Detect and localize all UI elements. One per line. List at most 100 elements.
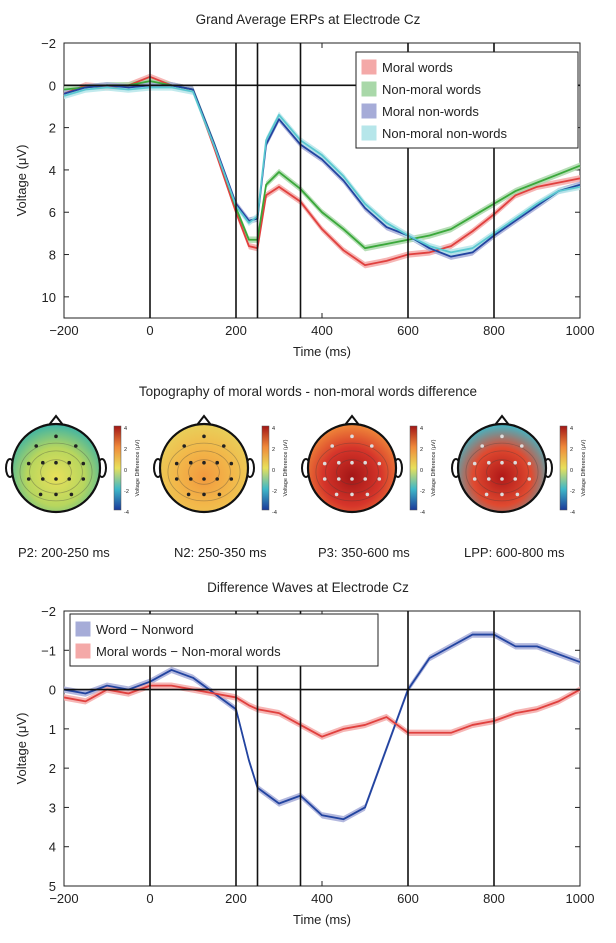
topomap-electrode bbox=[26, 461, 31, 466]
colorbar-tick-label: 0 bbox=[420, 468, 423, 474]
topomap-electrode bbox=[472, 477, 477, 481]
topomap-electrode bbox=[377, 461, 382, 466]
topomap-electrode bbox=[54, 477, 58, 481]
chart3-ytick-label: 2 bbox=[49, 761, 56, 776]
topomap-contour bbox=[40, 459, 72, 485]
chart1-xtick-label: 200 bbox=[225, 323, 247, 338]
topomap-electrode bbox=[350, 434, 354, 439]
topomap-electrode bbox=[69, 492, 74, 497]
topomap-electrode bbox=[484, 492, 489, 497]
chart1-ytick-label: −2 bbox=[41, 36, 56, 51]
topomap-electrode bbox=[330, 444, 335, 448]
topomap-head-3 bbox=[306, 422, 398, 514]
topomap-electrode bbox=[350, 460, 354, 465]
topomap-electrode bbox=[222, 444, 226, 448]
colorbar-tick-label: 4 bbox=[570, 426, 573, 432]
topomap-electrode bbox=[322, 461, 327, 466]
topomap-electrode bbox=[337, 460, 341, 465]
colorbar-tick-label: -4 bbox=[124, 510, 129, 516]
topomap-electrode bbox=[174, 477, 179, 481]
chart1-ytick-label: 10 bbox=[42, 290, 56, 305]
topomap-head-4 bbox=[456, 422, 548, 514]
chart1-ytick-label: 2 bbox=[49, 121, 56, 136]
chart1-xtick-label: 1000 bbox=[566, 323, 595, 338]
topomap-electrode bbox=[365, 492, 370, 497]
topomap-electrode bbox=[54, 460, 58, 465]
chart1-legend-swatch-1 bbox=[361, 59, 377, 75]
colorbar-tick-label: 0 bbox=[570, 468, 573, 474]
chart1-ytick-label: 6 bbox=[49, 205, 56, 220]
chart3-xtick-label: 0 bbox=[146, 891, 153, 906]
chart3-legend-label-2: Moral words − Non-moral words bbox=[96, 644, 281, 659]
colorbar-label: Voltage Difference (μV) bbox=[581, 439, 587, 496]
chart1-legend-swatch-4 bbox=[361, 125, 377, 141]
chart1-xtick-label: 0 bbox=[146, 323, 153, 338]
chart3-ytick-label: 0 bbox=[49, 683, 56, 698]
topomap-electrode bbox=[370, 444, 374, 448]
topomap-label-2: N2: 250-350 ms bbox=[174, 545, 267, 560]
topography-title: Topography of moral words - non-moral wo… bbox=[138, 384, 478, 399]
chart3-series-line-1 bbox=[63, 633, 581, 821]
chart3-xtick-label: 400 bbox=[311, 891, 333, 906]
chart1-legend-label-4: Non-moral non-words bbox=[382, 126, 507, 141]
colorbar-tick-label: 2 bbox=[124, 447, 127, 453]
topomap-electrode bbox=[363, 477, 368, 481]
topomap-electrode bbox=[202, 477, 206, 481]
topomap-electrode bbox=[217, 492, 222, 497]
topomap-electrode bbox=[527, 477, 532, 481]
topomap-electrode bbox=[229, 477, 234, 481]
topomap-electrode bbox=[202, 434, 206, 439]
topomap-electrode bbox=[215, 460, 219, 465]
topomap-electrode bbox=[513, 460, 517, 465]
colorbar-label: Voltage Difference (μV) bbox=[283, 439, 289, 496]
chart1-xtick-label: 800 bbox=[483, 323, 505, 338]
colorbar-tick-label: -2 bbox=[124, 489, 129, 495]
topomap-electrode bbox=[67, 460, 71, 465]
chart1-legend-label-3: Moral non-words bbox=[382, 104, 479, 119]
topomap-electrode bbox=[202, 492, 206, 497]
topomap-electrode bbox=[334, 492, 339, 497]
colorbar-tick-label: -4 bbox=[570, 510, 575, 516]
topomap-electrode bbox=[350, 492, 354, 497]
topomap-electrode bbox=[174, 461, 179, 466]
chart3-ytick-label: −1 bbox=[41, 643, 56, 658]
topomap-electrode bbox=[487, 460, 491, 465]
topomap-electrode bbox=[54, 434, 58, 439]
colorbar-tick-label: -4 bbox=[420, 510, 425, 516]
topomap-electrode bbox=[500, 492, 504, 497]
topomap-electrode bbox=[515, 492, 520, 497]
colorbar-label: Voltage Difference (μV) bbox=[431, 439, 437, 496]
chart1-ytick-label: 0 bbox=[49, 78, 56, 93]
colorbar-tick-label: 2 bbox=[420, 447, 423, 453]
topomap-electrode bbox=[527, 461, 532, 466]
chart3-xtick-label: 600 bbox=[397, 891, 419, 906]
colorbar-tick-label: -2 bbox=[420, 489, 425, 495]
topomap-electrode bbox=[500, 477, 504, 481]
topomap-electrode bbox=[182, 444, 186, 448]
topomap-electrode bbox=[322, 477, 327, 481]
colorbar-tick-label: 2 bbox=[570, 447, 573, 453]
chart1-legend-swatch-3 bbox=[361, 103, 377, 119]
topomap-electrode bbox=[189, 460, 193, 465]
chart3-legend-swatch-1 bbox=[75, 621, 91, 637]
topomap-electrode bbox=[202, 460, 206, 465]
topomap-electrode bbox=[186, 492, 191, 497]
chart3-ytick-label: 5 bbox=[49, 879, 56, 894]
topomap-head-2 bbox=[158, 422, 250, 514]
chart3-ytick-label: 3 bbox=[49, 800, 56, 815]
topomap-electrode bbox=[54, 492, 58, 497]
topomap-electrode bbox=[38, 492, 43, 497]
colorbar-1 bbox=[113, 425, 122, 511]
topomap-electrode bbox=[500, 434, 504, 439]
topomap-electrode bbox=[41, 477, 45, 481]
topomap-contour bbox=[188, 459, 220, 485]
topomap-contour bbox=[167, 442, 241, 502]
topomap-contour bbox=[315, 442, 389, 502]
chart3-ytick-label: 4 bbox=[49, 840, 56, 855]
colorbar-tick-label: -2 bbox=[272, 489, 277, 495]
chart1-legend-swatch-2 bbox=[361, 81, 377, 97]
topomap-electrode bbox=[81, 477, 86, 481]
chart1-ytick-label: 8 bbox=[49, 248, 56, 263]
topomap-electrode bbox=[189, 477, 193, 481]
